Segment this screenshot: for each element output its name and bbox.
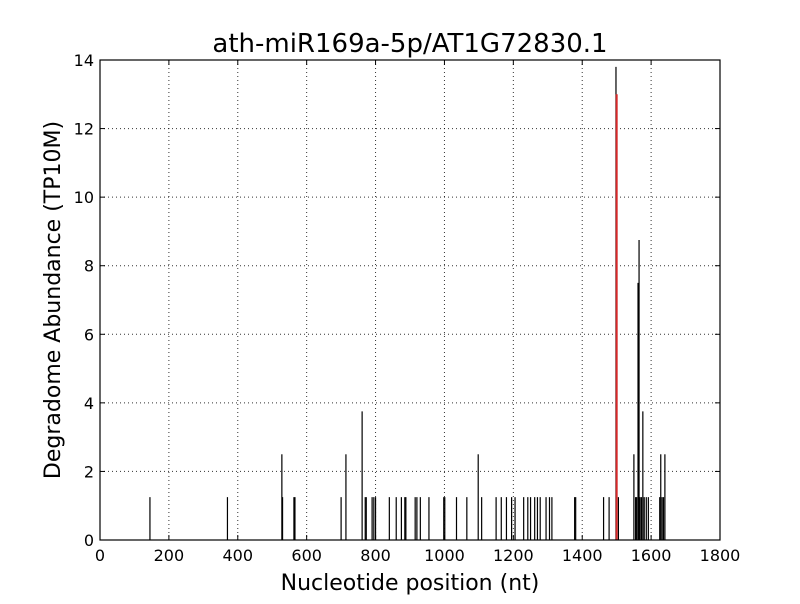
y-tick-label: 12 xyxy=(74,120,94,139)
x-tick-label: 600 xyxy=(291,546,322,565)
x-tick-label: 1800 xyxy=(700,546,741,565)
x-tick-label: 200 xyxy=(154,546,185,565)
axis-layer: 0 200 400 600 800 1000 1200 1400 1600 1800 0 2 4 6 8 10… xyxy=(74,51,741,565)
x-tick-label: 800 xyxy=(360,546,391,565)
x-tick-label: 1000 xyxy=(424,546,465,565)
bars-layer xyxy=(149,66,666,540)
x-tick-label: 1600 xyxy=(631,546,672,565)
y-tick-label: 6 xyxy=(84,325,94,344)
x-axis-title: Nucleotide position (nt) xyxy=(281,571,540,596)
y-tick-label: 0 xyxy=(84,531,94,550)
y-tick-label: 8 xyxy=(84,257,94,276)
x-tick-label: 400 xyxy=(223,546,254,565)
chart-title: ath-miR169a-5p/AT1G72830.1 xyxy=(212,29,607,59)
x-tick-label: 1200 xyxy=(493,546,534,565)
y-tick-label: 4 xyxy=(84,394,94,413)
x-tick-label: 0 xyxy=(95,546,105,565)
y-tick-label: 14 xyxy=(74,51,94,70)
y-tick-label: 2 xyxy=(84,462,94,481)
y-tick-label: 10 xyxy=(74,188,94,207)
x-tick-label: 1400 xyxy=(562,546,603,565)
plot-frame xyxy=(99,59,721,541)
grid-layer xyxy=(100,60,720,540)
y-axis-title: Degradome Abundance (TP10M) xyxy=(41,121,66,479)
